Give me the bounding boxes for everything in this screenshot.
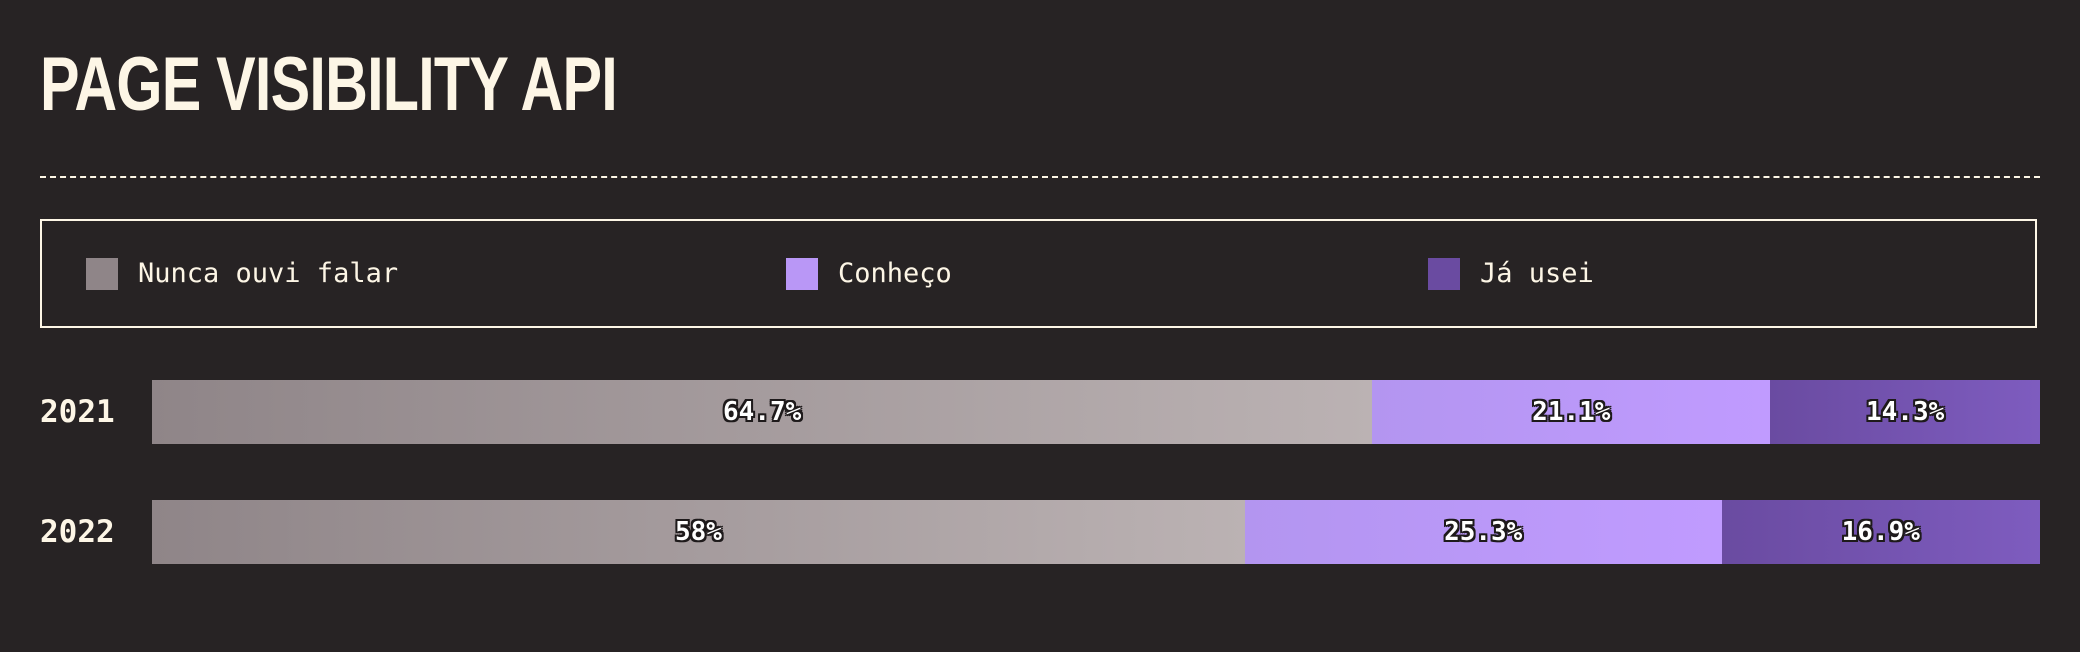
row-label-2021: 2021 [40, 394, 115, 430]
legend-swatch [86, 257, 118, 290]
bar-segment-2022-3[interactable]: 16.9% [1721, 500, 2040, 564]
data-label: 21.1% [1532, 397, 1611, 427]
legend-swatch [1428, 257, 1460, 290]
stacked-bar-2021: 64.7% 21.1% 14.3% [152, 380, 2040, 444]
legend-label: Conheço [838, 258, 952, 289]
data-label: 64.7% [723, 397, 802, 427]
stacked-bar-2022: 58% 25.3% 16.9% [152, 500, 2040, 564]
bar-segment-2022-2[interactable]: 25.3% [1244, 500, 1722, 564]
bar-segment-2022-1[interactable]: 58% [152, 500, 1245, 564]
legend-label: Nunca ouvi falar [138, 258, 399, 289]
data-label: 25.3% [1444, 517, 1523, 547]
chart-title: PAGE VISIBILITY API [40, 42, 618, 127]
legend-item-conheco[interactable]: Conheço [786, 221, 952, 326]
row-label-2022: 2022 [40, 514, 115, 550]
legend-swatch [786, 257, 818, 290]
data-label: 58% [674, 517, 722, 547]
bar-segment-2021-3[interactable]: 14.3% [1770, 380, 2040, 444]
legend-item-nunca-ouvi-falar[interactable]: Nunca ouvi falar [86, 221, 398, 326]
data-label: 14.3% [1866, 397, 1945, 427]
legend-item-ja-usei[interactable]: Já usei [1428, 221, 1594, 326]
data-label: 16.9% [1841, 517, 1920, 547]
dashed-divider [40, 176, 2040, 178]
legend: Nunca ouvi falar Conheço Já usei [40, 219, 2037, 328]
bar-segment-2021-1[interactable]: 64.7% [152, 380, 1373, 444]
legend-label: Já usei [1480, 258, 1594, 289]
bar-segment-2021-2[interactable]: 21.1% [1372, 380, 1771, 444]
